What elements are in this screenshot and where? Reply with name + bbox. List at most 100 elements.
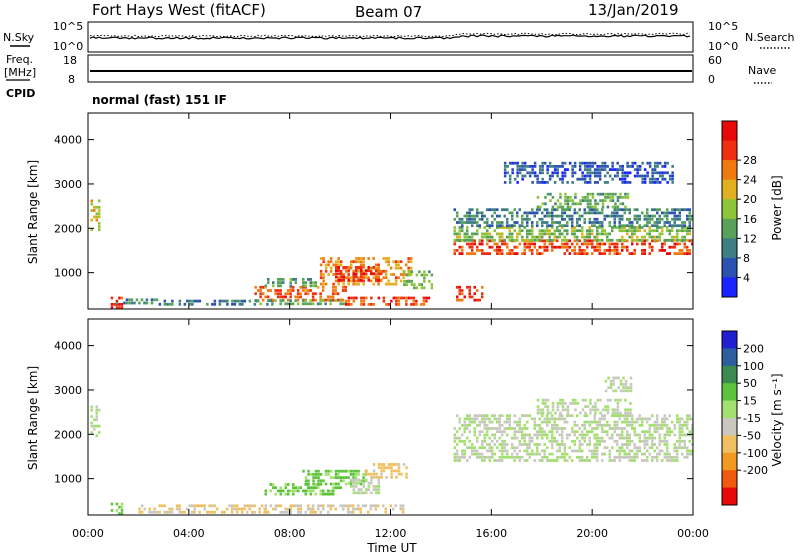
range-cell bbox=[528, 171, 532, 175]
range-cell bbox=[511, 455, 514, 459]
range-cell bbox=[616, 443, 619, 446]
range-cell bbox=[399, 504, 402, 508]
range-cell bbox=[178, 504, 181, 508]
range-cell bbox=[578, 459, 581, 462]
range-cell bbox=[243, 299, 247, 303]
range-cell bbox=[658, 423, 661, 427]
range-cell bbox=[496, 420, 499, 424]
range-cell bbox=[307, 469, 310, 473]
range-cell bbox=[621, 202, 625, 206]
range-cell bbox=[399, 273, 403, 276]
range-cell bbox=[334, 263, 338, 267]
range-cell bbox=[623, 414, 626, 418]
range-cell bbox=[609, 386, 613, 389]
range-cell bbox=[526, 238, 529, 242]
range-cell bbox=[636, 235, 639, 239]
range-cell bbox=[453, 427, 456, 430]
range-cell bbox=[294, 299, 297, 302]
range-cell bbox=[661, 171, 664, 175]
range-cell bbox=[329, 469, 333, 473]
range-cell bbox=[476, 214, 479, 218]
range-cell bbox=[648, 161, 652, 165]
range-cell bbox=[458, 420, 461, 424]
range-cell bbox=[347, 476, 350, 479]
range-cell bbox=[456, 235, 459, 239]
range-cell bbox=[651, 239, 654, 243]
range-cell bbox=[661, 165, 664, 168]
range-cell bbox=[636, 171, 639, 175]
range-cell bbox=[541, 211, 544, 215]
range-cell bbox=[253, 302, 257, 306]
range-cell bbox=[370, 478, 373, 482]
range-cell bbox=[651, 249, 654, 252]
range-cell bbox=[478, 430, 481, 434]
range-cell bbox=[352, 260, 355, 264]
range-cell bbox=[498, 427, 501, 430]
range-cell bbox=[624, 408, 627, 412]
range-cell bbox=[558, 446, 561, 450]
range-cell bbox=[656, 217, 659, 221]
range-cell bbox=[521, 427, 524, 430]
range-cell bbox=[352, 485, 356, 488]
range-cell bbox=[681, 452, 684, 456]
range-cell bbox=[334, 476, 338, 479]
range-cell bbox=[591, 239, 594, 243]
range-cell bbox=[516, 232, 519, 236]
range-cell bbox=[498, 245, 501, 249]
range-cell bbox=[671, 235, 674, 239]
range-cell bbox=[583, 414, 586, 418]
range-cell bbox=[598, 423, 601, 427]
range-cell bbox=[651, 433, 654, 437]
range-cell bbox=[468, 423, 471, 427]
range-cell bbox=[493, 452, 496, 456]
range-cell bbox=[369, 266, 373, 270]
range-cell bbox=[248, 504, 251, 508]
range-cell bbox=[646, 214, 649, 218]
colorbar-swatch bbox=[722, 160, 737, 181]
range-cell bbox=[658, 449, 661, 453]
range-cell bbox=[528, 238, 531, 242]
range-cell bbox=[357, 276, 360, 280]
range-cell bbox=[638, 436, 641, 440]
range-cell bbox=[538, 433, 541, 437]
range-cell bbox=[335, 266, 338, 269]
range-cell bbox=[364, 504, 367, 508]
range-cell bbox=[661, 427, 664, 430]
range-cell bbox=[307, 489, 310, 493]
range-cell bbox=[370, 491, 373, 495]
range-cell bbox=[683, 235, 686, 239]
range-cell bbox=[491, 446, 494, 450]
range-cell bbox=[260, 504, 264, 508]
range-cell bbox=[317, 473, 320, 476]
range-cell bbox=[471, 417, 474, 421]
range-cell bbox=[350, 303, 353, 306]
range-cell bbox=[483, 459, 486, 462]
range-cell bbox=[370, 472, 373, 476]
range-cell bbox=[466, 217, 469, 221]
range-cell bbox=[456, 221, 459, 224]
range-cell bbox=[606, 408, 610, 412]
range-cell bbox=[491, 433, 494, 437]
range-cell bbox=[493, 443, 496, 446]
x-tick-label: 00:00 bbox=[677, 527, 709, 540]
range-cell bbox=[638, 446, 641, 450]
range-cell bbox=[245, 504, 249, 508]
range-cell bbox=[324, 473, 328, 476]
range-cell bbox=[392, 469, 396, 473]
range-cell bbox=[561, 414, 564, 418]
range-cell bbox=[578, 427, 581, 430]
range-cell bbox=[658, 217, 661, 221]
range-cell bbox=[628, 433, 631, 437]
range-cell bbox=[321, 299, 325, 302]
range-cell bbox=[616, 402, 620, 405]
range-cell bbox=[294, 504, 297, 508]
range-cell bbox=[496, 226, 499, 229]
range-cell bbox=[486, 443, 489, 446]
range-cell bbox=[357, 478, 361, 482]
range-cell bbox=[591, 196, 595, 199]
power-cells bbox=[90, 161, 694, 309]
range-cell bbox=[425, 299, 428, 303]
range-cell bbox=[601, 229, 604, 233]
range-cell bbox=[683, 439, 686, 443]
range-cell bbox=[322, 507, 325, 511]
